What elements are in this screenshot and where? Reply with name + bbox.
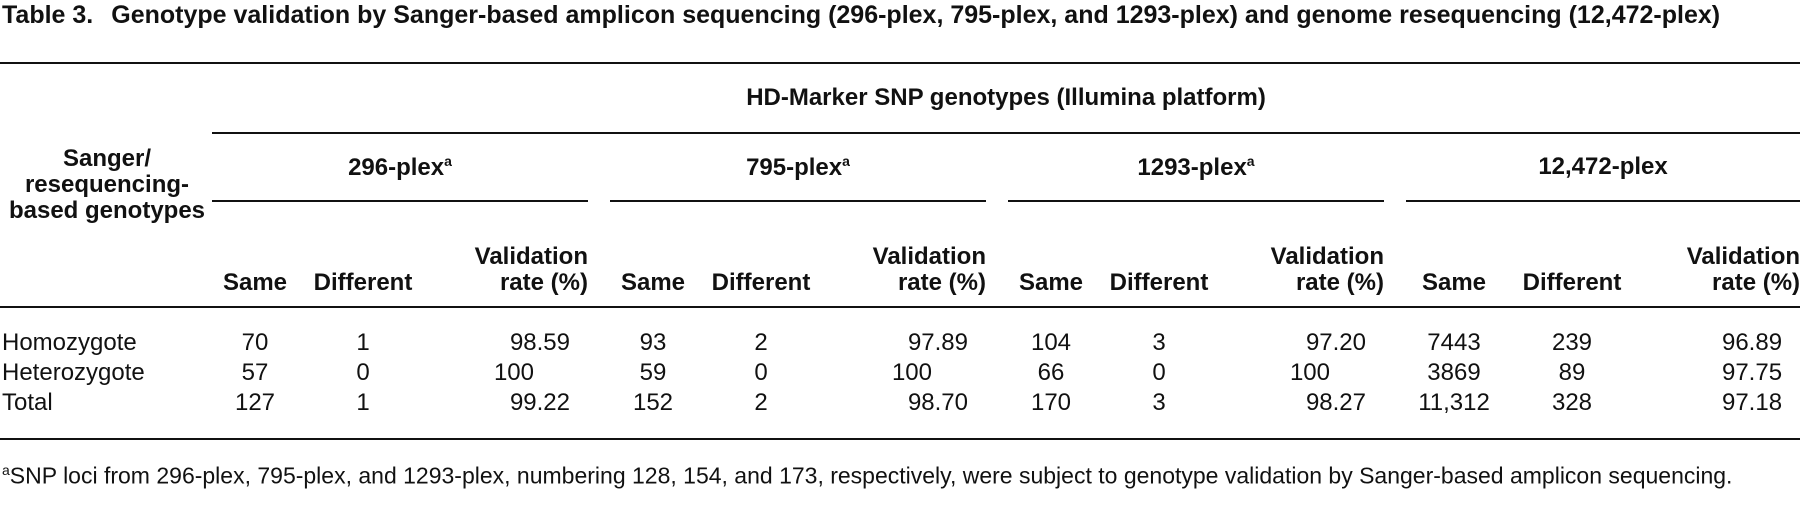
group-note: a (444, 152, 452, 169)
cell: 0 (1152, 359, 1166, 386)
cell: 59 (639, 359, 667, 386)
footnote-text: SNP loci from 296-plex, 795-plex, and 12… (9, 462, 1733, 489)
column-header: Same (610, 201, 696, 308)
cell: 0 (356, 359, 370, 386)
group-name: 1293-plex (1137, 153, 1247, 181)
cell: 7443 (1427, 329, 1481, 356)
cell: 99.22 (428, 388, 588, 440)
group-name: 795-plex (746, 153, 843, 181)
group-header: 12,472-plex (1406, 133, 1800, 202)
column-header: Different (1502, 201, 1642, 308)
spanner: HD-Marker SNP genotypes (Illumina platfo… (212, 64, 1800, 134)
row-label: Total (0, 388, 212, 440)
cell: 0 (754, 359, 768, 386)
row-label: Homozygote (2, 329, 137, 356)
cell: 3 (1094, 388, 1224, 440)
cell: 3869 (1427, 359, 1481, 386)
cell: 98.59 (509, 329, 570, 356)
gap (588, 307, 610, 358)
cell: 97.20 (1305, 329, 1366, 356)
gap (986, 388, 1008, 440)
cell: 2 (754, 329, 768, 356)
cell: 97.75 (1721, 359, 1783, 386)
cell: 98.27 (1224, 388, 1384, 440)
column-header: Same (212, 201, 298, 308)
gap (588, 358, 610, 388)
group-note: a (1246, 152, 1255, 169)
column-header: Different (1094, 201, 1224, 308)
group-name: 12,472-plex (1538, 153, 1668, 180)
cell: 96.89 (1721, 329, 1783, 356)
cell: 100 (1289, 359, 1330, 386)
cell: 170 (1008, 388, 1094, 440)
group-name: 296-plex (348, 153, 445, 181)
caption: Table 3. Genotype validation by Sanger-ba… (0, 0, 1800, 64)
cell: 93 (639, 329, 667, 356)
cell: 239 (1551, 329, 1593, 356)
column-header: Validation rate (%) (826, 201, 986, 308)
gap (986, 358, 1008, 388)
table-row: Total 127 1 99.22 152 2 98.70 170 3 98.27 11,312 32… (0, 388, 1800, 440)
cell: 152 (610, 388, 696, 440)
group-header: 296-plexa (212, 133, 588, 202)
caption-text: Genotype validation by Sanger-based ampl… (111, 1, 1721, 29)
footnote-marker: a (2, 462, 10, 478)
table-row: Heterozygote 57 0 100 59 0 100 66 0 100 3869 89 97.7… (0, 358, 1800, 388)
header-row: Sanger/ resequencing-based genotypes HD-M… (0, 64, 1800, 308)
cell: 100 (493, 359, 534, 386)
cell: 127 (212, 388, 298, 440)
column-header: Validation rate (%) (1224, 201, 1384, 308)
cell: 104 (1030, 329, 1072, 356)
row-header: Sanger/ resequencing-based genotypes (0, 64, 212, 308)
cell: 2 (696, 388, 826, 440)
gap (1384, 201, 1406, 308)
cell: 3 (1152, 329, 1166, 356)
gap (588, 201, 610, 308)
gap (588, 388, 610, 440)
table: Sanger/ resequencing-based genotypes HD-M… (0, 64, 1800, 440)
gap (986, 133, 1008, 201)
cell: 89 (1558, 359, 1586, 386)
cell: 57 (241, 359, 269, 386)
cell: 1 (356, 329, 370, 356)
gap (1384, 307, 1406, 358)
gap (1384, 358, 1406, 388)
cell: 97.18 (1642, 388, 1800, 440)
gap (986, 307, 1008, 358)
header-row: Same Different Validation rate (%) Same Diff… (0, 201, 1800, 308)
header-row: 296-plexa 795-plexa 1293-plexa 12,472-plex (0, 133, 1800, 202)
column-header: Same (1406, 201, 1502, 308)
row-label: Heterozygote (2, 359, 145, 386)
footnote: aSNP loci from 296-plex, 795-plex, and 1… (0, 440, 1800, 492)
column-header: Same (1008, 201, 1094, 308)
gap (986, 201, 1008, 308)
group-note: a (842, 152, 850, 169)
cell: 97.89 (907, 329, 968, 356)
column-header: Different (696, 201, 826, 308)
column-header: Different (298, 201, 428, 308)
group-header: 1293-plexa (1008, 133, 1384, 202)
cell: 11,312 (1406, 388, 1502, 440)
column-header: Validation rate (%) (428, 201, 588, 308)
cell: 328 (1502, 388, 1642, 440)
column-header: Validation rate (%) (1642, 201, 1800, 308)
cell: 70 (241, 329, 269, 356)
cell: 100 (891, 359, 932, 386)
group-header: 795-plexa (610, 133, 986, 202)
gap (1384, 133, 1406, 201)
gap (588, 133, 610, 201)
cell: 98.70 (826, 388, 986, 440)
cell: 66 (1037, 359, 1065, 386)
cell: 1 (298, 388, 428, 440)
caption-label: Table 3. (2, 1, 94, 29)
table-row: Homozygote 70 1 98.59 93 2 97.89 104 3 97.20 7443 2… (0, 307, 1800, 358)
gap (1384, 388, 1406, 440)
